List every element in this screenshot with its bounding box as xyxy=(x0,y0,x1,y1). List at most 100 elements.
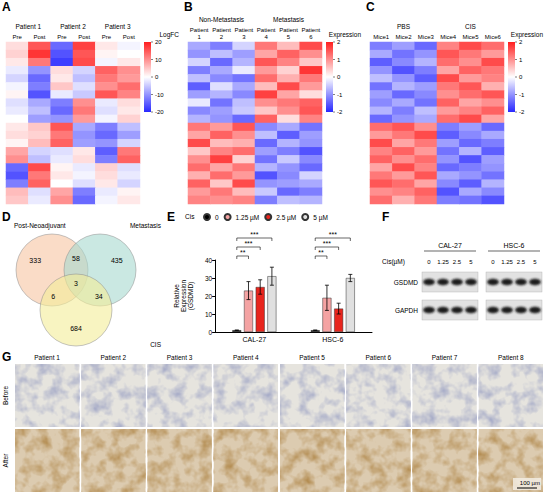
svg-text:6: 6 xyxy=(51,293,55,300)
svg-text:5: 5 xyxy=(533,259,537,265)
svg-text:Mice5: Mice5 xyxy=(462,34,479,40)
svg-text:LogFC: LogFC xyxy=(159,31,179,39)
svg-text:684: 684 xyxy=(70,325,82,332)
svg-text:2: 2 xyxy=(220,34,224,40)
svg-text:2.5 µM: 2.5 µM xyxy=(276,214,296,222)
svg-text:GSDMD: GSDMD xyxy=(394,279,419,286)
svg-text:Mice2: Mice2 xyxy=(395,34,412,40)
svg-text:Post: Post xyxy=(33,34,45,40)
svg-text:20: 20 xyxy=(205,293,213,300)
svg-text:Post: Post xyxy=(78,34,90,40)
svg-text:6: 6 xyxy=(309,34,313,40)
svg-text:Patient 8: Patient 8 xyxy=(498,354,524,361)
svg-text:Patient: Patient xyxy=(190,27,209,33)
svg-text:3: 3 xyxy=(74,280,78,287)
svg-text:After: After xyxy=(2,453,9,468)
svg-text:HSC-6: HSC-6 xyxy=(322,336,343,343)
svg-text:58: 58 xyxy=(72,255,80,262)
svg-text:-1: -1 xyxy=(337,92,343,98)
svg-text:Patient 1: Patient 1 xyxy=(15,23,41,30)
svg-text:CAL-27: CAL-27 xyxy=(438,242,462,249)
svg-text:20: 20 xyxy=(155,39,162,45)
svg-text:Patient 1: Patient 1 xyxy=(34,354,60,361)
svg-text:Pre: Pre xyxy=(12,34,22,40)
svg-text:Non-Metastasis: Non-Metastasis xyxy=(199,16,245,23)
svg-text:5 µM: 5 µM xyxy=(313,214,328,222)
svg-text:-10: -10 xyxy=(155,92,164,98)
svg-text:***: *** xyxy=(244,240,252,247)
svg-text:C: C xyxy=(366,0,375,14)
svg-text:1.25: 1.25 xyxy=(437,259,449,265)
svg-text:-1: -1 xyxy=(519,92,525,98)
svg-text:2.5: 2.5 xyxy=(517,259,526,265)
svg-text:F: F xyxy=(382,210,389,224)
svg-text:0: 0 xyxy=(215,214,219,221)
svg-text:Patient 6: Patient 6 xyxy=(366,354,392,361)
svg-text:40: 40 xyxy=(205,257,213,264)
svg-text:Patient 4: Patient 4 xyxy=(233,354,259,361)
svg-text:Patient: Patient xyxy=(301,27,320,33)
svg-text:Cis: Cis xyxy=(185,213,195,220)
svg-text:5: 5 xyxy=(287,34,291,40)
svg-text:Cis(µM): Cis(µM) xyxy=(382,258,405,266)
svg-text:Mice6: Mice6 xyxy=(485,34,502,40)
svg-text:1.25: 1.25 xyxy=(501,259,513,265)
svg-text:Patient 7: Patient 7 xyxy=(432,354,458,361)
svg-text:1: 1 xyxy=(337,57,341,63)
svg-text:Metastasis: Metastasis xyxy=(130,222,162,229)
svg-text:Patient 2: Patient 2 xyxy=(60,23,86,30)
svg-text:**: ** xyxy=(318,249,324,256)
svg-text:2.5: 2.5 xyxy=(453,259,462,265)
svg-text:435: 435 xyxy=(111,257,123,264)
svg-text:**: ** xyxy=(240,249,246,256)
svg-text:10: 10 xyxy=(155,57,162,63)
svg-text:Patient: Patient xyxy=(234,27,253,33)
svg-text:Before: Before xyxy=(2,386,9,406)
svg-text:0: 0 xyxy=(155,74,159,80)
svg-text:A: A xyxy=(2,0,11,14)
svg-text:Mice3: Mice3 xyxy=(418,34,435,40)
svg-text:1: 1 xyxy=(197,34,201,40)
svg-text:3: 3 xyxy=(242,34,246,40)
svg-text:-20: -20 xyxy=(155,109,164,115)
svg-text:CIS: CIS xyxy=(465,23,477,30)
svg-text:0: 0 xyxy=(209,329,213,336)
svg-text:Patient 2: Patient 2 xyxy=(101,354,127,361)
svg-text:34: 34 xyxy=(95,293,103,300)
svg-text:4: 4 xyxy=(264,34,268,40)
svg-text:HSC-6: HSC-6 xyxy=(503,242,524,249)
svg-text:E: E xyxy=(167,210,175,224)
svg-text:B: B xyxy=(184,0,193,14)
svg-text:0: 0 xyxy=(491,259,495,265)
svg-text:G: G xyxy=(2,350,11,364)
svg-text:Patient: Patient xyxy=(279,27,298,33)
svg-text:PBS: PBS xyxy=(397,23,411,30)
svg-text:Mice4: Mice4 xyxy=(440,34,457,40)
svg-text:Expression: Expression xyxy=(329,31,362,39)
svg-text:Post: Post xyxy=(123,34,135,40)
svg-text:1: 1 xyxy=(519,57,523,63)
svg-text:-2: -2 xyxy=(519,109,525,115)
svg-text:***: *** xyxy=(323,240,331,247)
svg-text:Patient 5: Patient 5 xyxy=(299,354,325,361)
svg-text:CIS: CIS xyxy=(150,341,162,348)
svg-text:2: 2 xyxy=(519,39,523,45)
svg-text:D: D xyxy=(2,210,11,224)
svg-text:-2: -2 xyxy=(337,109,343,115)
svg-text:30: 30 xyxy=(205,275,213,282)
svg-text:Pre: Pre xyxy=(102,34,112,40)
svg-text:GAPDH: GAPDH xyxy=(395,307,418,314)
svg-text:Patient 3: Patient 3 xyxy=(167,354,193,361)
svg-text:0: 0 xyxy=(427,259,431,265)
svg-text:***: *** xyxy=(329,231,337,238)
svg-text:CAL-27: CAL-27 xyxy=(242,336,266,343)
svg-text:Relative: Relative xyxy=(173,284,180,308)
svg-text:Patient: Patient xyxy=(257,27,276,33)
svg-text:Patient: Patient xyxy=(212,27,231,33)
svg-text:5: 5 xyxy=(469,259,473,265)
svg-text:Post-Neoadjuvant: Post-Neoadjuvant xyxy=(14,222,66,230)
svg-text:(GSDMD): (GSDMD) xyxy=(187,282,195,311)
svg-text:0: 0 xyxy=(519,74,523,80)
svg-text:Expression: Expression xyxy=(511,31,544,39)
svg-text:0: 0 xyxy=(337,74,341,80)
